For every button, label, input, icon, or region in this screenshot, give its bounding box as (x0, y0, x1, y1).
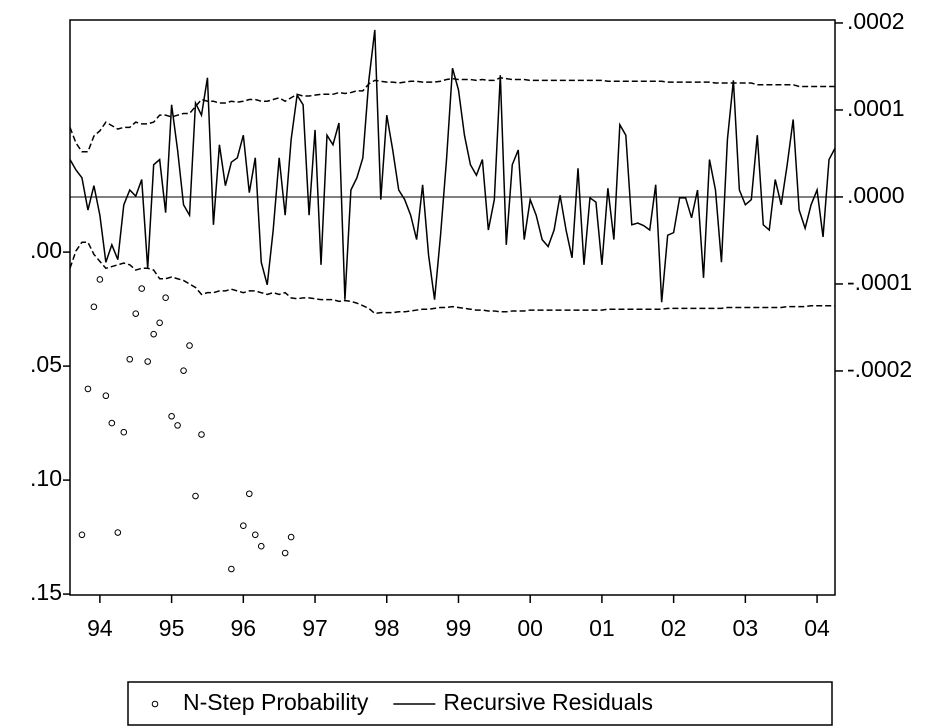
y2-tick-label: .0000 (847, 182, 905, 208)
probability-point (198, 431, 205, 438)
x-tick-label: 95 (159, 615, 185, 641)
x-tick-label: 01 (589, 615, 615, 641)
probability-point (150, 330, 157, 338)
probability-point (228, 565, 235, 573)
legend-box (127, 681, 833, 726)
x-tick-label: 00 (517, 615, 543, 641)
probability-point (180, 367, 187, 374)
y-tick-label: .00 (30, 237, 62, 263)
probability-point (126, 355, 134, 363)
probability-point (245, 490, 253, 498)
probability-point (120, 428, 128, 436)
x-tick-label: 03 (733, 615, 759, 641)
residual-line (69, 29, 836, 303)
x-tick-label: 98 (374, 615, 400, 641)
probability-point (186, 342, 193, 349)
x-tick-label: 94 (87, 615, 113, 641)
probability-point (251, 531, 259, 539)
legend-label: Recursive Residuals (443, 689, 653, 715)
x-tick-label: 02 (661, 615, 687, 641)
probability-point (156, 319, 163, 327)
probability-point (114, 529, 122, 536)
probability-point (281, 549, 289, 557)
x-tick-label: 97 (302, 615, 328, 641)
y-tick-label: .05 (30, 351, 62, 377)
probability-point (168, 412, 175, 420)
probability-point (287, 533, 295, 541)
y-tick-label: .10 (30, 465, 62, 491)
y-tick-label: .15 (30, 579, 62, 605)
x-tick-label: 04 (804, 615, 830, 641)
band-line (69, 76, 835, 153)
probability-point (102, 392, 110, 400)
probability-point (144, 358, 151, 365)
y2-tick-label: -.0001 (847, 269, 912, 295)
probability-point (240, 522, 247, 529)
legend-label: N-Step Probability (183, 689, 369, 715)
probability-point (78, 531, 86, 539)
probability-point (174, 422, 181, 429)
probability-point (84, 385, 92, 393)
probability-point (257, 542, 265, 550)
x-tick-label: 99 (446, 615, 472, 641)
probability-point (108, 419, 116, 427)
probability-point (132, 310, 140, 317)
y2-tick-label: -.0002 (847, 356, 912, 382)
probability-point (192, 492, 199, 500)
probability-point (90, 303, 98, 311)
plot-frame (69, 19, 836, 596)
probability-point (138, 285, 146, 292)
y2-tick-label: .0001 (847, 95, 905, 121)
x-tick-label: 96 (231, 615, 257, 641)
probability-point (96, 276, 104, 283)
band-line (69, 241, 835, 315)
legend-marker (151, 700, 159, 708)
y2-tick-label: .0002 (847, 8, 905, 34)
probability-point (162, 294, 169, 301)
